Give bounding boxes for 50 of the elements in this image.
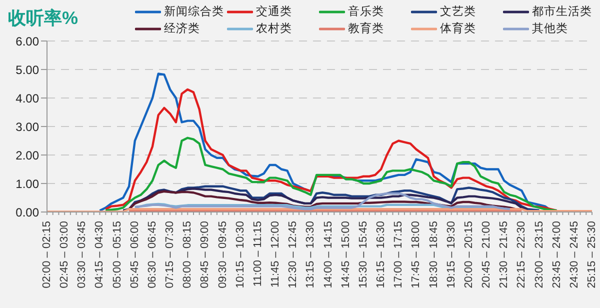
chart-title: 收听率% [8,7,78,30]
x-tick-label: 17:00 – 17:15 [392,221,405,288]
x-tick-label: 02:45 – 03:00 [58,221,71,288]
y-tick-label: 6.00 [16,34,40,48]
x-tick-label: 05:45 – 06:00 [128,221,141,288]
x-tick-label: 20:00 – 20:15 [462,221,475,288]
y-tick-label: 2.00 [16,148,40,162]
x-tick-label: 19:15 – 19:30 [445,221,458,288]
legend-label: 都市生活类 [532,4,592,19]
y-tick-label: 4.00 [16,91,40,106]
x-tick-label: 06:30 – 06:45 [146,221,158,288]
legend-label: 其他类 [532,22,568,36]
x-tick-label: 15:30 – 15:45 [357,221,370,288]
legend-label: 新闻综合类 [164,4,224,19]
x-tick-label: 09:30 – 09:45 [216,221,229,288]
x-tick-label: 23:00 – 23:15 [533,221,546,288]
legend-label: 音乐类 [348,4,384,19]
x-tick-label: 24:30 – 24:45 [568,221,580,288]
x-tick-label: 25:15 – 25:30 [586,221,598,288]
x-tick-label: 14:00 – 14:15 [322,221,334,288]
legend-label: 农村类 [256,22,292,36]
x-tick-label: 12:30 – 12:45 [287,221,300,288]
y-tick-label: 1.00 [16,176,40,191]
x-tick-label: 23:45 – 24:00 [550,221,563,288]
x-tick-label: 11:45 – 12:00 [270,221,282,288]
x-tick-label: 10:15 – 10:30 [234,221,246,288]
legend-label: 体育类 [440,21,476,36]
x-tick-label: 11:00 – 11:15 [252,221,264,287]
x-tick-label: 13:15 – 13:30 [304,221,317,288]
y-tick-label: 5.00 [16,62,40,77]
x-tick-label: 08:45 – 09:00 [199,221,212,288]
x-tick-label: 20:45 – 21:00 [480,221,493,288]
legend-label: 文艺类 [440,4,476,19]
x-tick-label: 02:00 – 02:15 [41,221,53,288]
y-tick-label: 0.00 [16,205,40,220]
x-tick-label: 18:30 – 18:45 [428,221,440,288]
x-tick-label: 04:15 – 04:30 [94,221,106,288]
legend-label: 教育类 [348,21,384,36]
x-tick-label: 16:15 – 16:30 [375,221,388,288]
legend-label: 交通类 [256,4,292,19]
x-tick-label: 03:30 – 03:45 [76,221,88,288]
y-tick-label: 3.00 [16,120,40,134]
x-tick-label: 14:45 – 15:00 [340,221,352,288]
x-tick-label: 17:45 – 18:00 [410,221,422,288]
legend-label: 经济类 [164,22,200,36]
x-tick-label: 21:30 – 21:45 [498,221,510,288]
x-tick-label: 08:00 – 08:15 [182,221,194,288]
x-tick-label: 05:00 – 05:15 [111,221,124,288]
x-tick-label: 07:15 – 07:30 [164,221,176,288]
x-tick-label: 22:15 – 22:30 [516,221,528,288]
